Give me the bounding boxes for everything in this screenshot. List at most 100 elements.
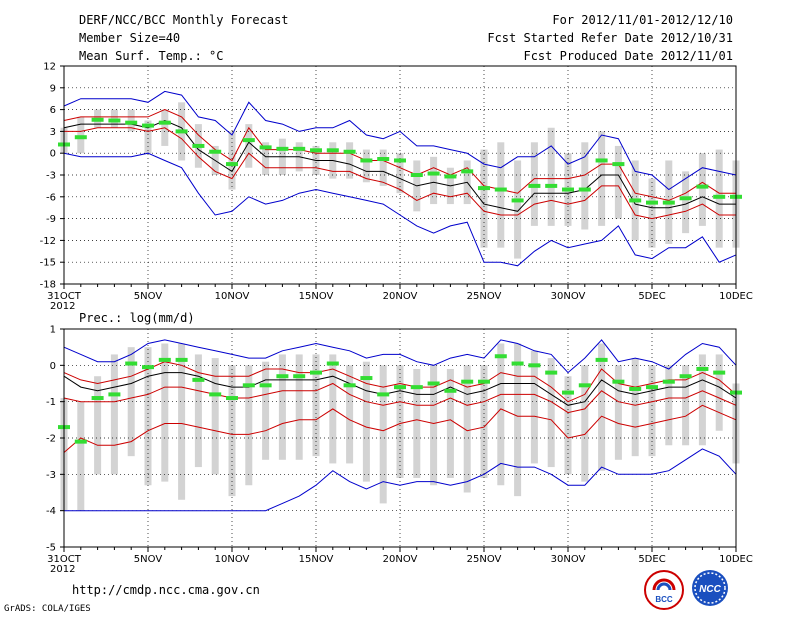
prec-box-1DEC xyxy=(581,365,589,482)
temp-median-22NOV xyxy=(427,171,440,176)
temp-line-mean xyxy=(63,119,736,212)
prec-median-3DEC xyxy=(612,379,625,384)
prec-box-4NOV xyxy=(127,347,135,457)
source-url[interactable]: http://cmdp.ncc.cma.gov.cn xyxy=(72,583,260,597)
prec-median-9DEC xyxy=(713,370,726,375)
temp-median-5DEC xyxy=(646,200,658,205)
temp-ytick-label-0: 0 xyxy=(50,149,56,160)
prec-box-14NOV xyxy=(295,354,303,460)
ncc-logo: NCC xyxy=(692,570,728,606)
prec-xtick-label-31OCT: 31OCT xyxy=(47,554,82,565)
prec-line-max xyxy=(63,339,737,374)
bcc-logo: BCC xyxy=(644,570,684,610)
prec-median-24NOV xyxy=(461,379,474,384)
prec-box-8NOV xyxy=(194,354,202,468)
prec-box-24NOV xyxy=(463,365,471,493)
temp-box-17NOV xyxy=(346,142,354,179)
temp-xtick-label-5NOV: 5NOV xyxy=(134,291,163,302)
prec-box-3NOV xyxy=(110,354,118,475)
temp-median-14NOV xyxy=(293,146,306,151)
prec-box-3DEC xyxy=(614,365,622,460)
temp-median-12NOV xyxy=(259,145,272,150)
temp-box-22NOV xyxy=(430,156,438,205)
grads-credit: GrADS: COLA/IGES xyxy=(4,604,91,614)
prec-ytick-label--3: -3 xyxy=(46,470,56,481)
prec-median-9NOV xyxy=(209,392,222,397)
temp-median-8DEC xyxy=(696,184,709,189)
prec-box-18NOV xyxy=(362,361,370,482)
ncc-logo-text: NCC xyxy=(699,584,721,595)
variable-label: Mean Surf. Temp.: °C xyxy=(79,49,224,63)
prec-ytick-label--2: -2 xyxy=(46,434,56,445)
prec-median-7NOV xyxy=(175,357,188,362)
temp-line-upper xyxy=(63,109,736,201)
temp-median-3DEC xyxy=(612,162,625,167)
temp-box-26NOV xyxy=(497,142,505,248)
prec-line-upper xyxy=(63,361,737,403)
temp-median-27NOV xyxy=(511,198,524,203)
temp-box-12NOV xyxy=(262,142,270,175)
prec-box-9NOV xyxy=(211,358,219,475)
prec-median-18NOV xyxy=(360,376,373,381)
temp-median-25NOV xyxy=(478,186,490,191)
prec-box-21NOV xyxy=(413,368,421,478)
temp-xtick-label-10NOV: 10NOV xyxy=(215,291,250,302)
temp-median-24NOV xyxy=(461,169,474,174)
forecast-period: For 2012/11/01-2012/12/10 xyxy=(552,13,733,27)
prec-box-5DEC xyxy=(648,365,656,457)
prec-box-19NOV xyxy=(379,365,387,504)
prec-xtick-label-5DEC: 5DEC xyxy=(638,554,665,565)
prec-median-1NOV xyxy=(74,439,87,444)
prec-median-4NOV xyxy=(125,361,138,366)
prec-box-10NOV xyxy=(228,365,236,497)
prec-title: Prec.: log(mm/d) xyxy=(79,311,195,325)
temp-box-8DEC xyxy=(698,153,706,226)
prec-xtick-label-30NOV: 30NOV xyxy=(551,554,586,565)
prec-box-28NOV xyxy=(530,350,538,464)
prec-line-lower2 xyxy=(63,404,737,453)
temp-median-2NOV xyxy=(91,117,104,122)
prec-median-8NOV xyxy=(192,377,205,382)
prec-xtick-label-25NOV: 25NOV xyxy=(467,554,502,565)
temp-line-lower xyxy=(64,127,736,220)
fcst-produced-date: Fcst Produced Date 2012/11/01 xyxy=(523,49,733,63)
prec-ytick-label--1: -1 xyxy=(46,397,56,408)
chart-title: DERF/NCC/BCC Monthly Forecast xyxy=(79,13,289,27)
prec-box-13NOV xyxy=(278,354,286,460)
prec-median-2DEC xyxy=(595,357,608,362)
prec-box-9DEC xyxy=(715,354,723,431)
prec-box-4DEC xyxy=(631,358,639,457)
temp-median-19NOV xyxy=(377,157,390,162)
prec-median-14NOV xyxy=(293,374,306,379)
prec-box-27NOV xyxy=(514,343,522,497)
temp-xtick-label-30NOV: 30NOV xyxy=(551,291,586,302)
temp-xtick-label-15NOV: 15NOV xyxy=(299,291,334,302)
temp-box-18NOV xyxy=(362,149,370,183)
temp-box-1NOV xyxy=(77,116,85,154)
prec-median-17NOV xyxy=(343,383,356,388)
temp-ytick-label--9: -9 xyxy=(46,214,56,225)
prec-xtick-sublabel-2012: 2012 xyxy=(50,564,75,575)
prec-ytick-label--4: -4 xyxy=(46,506,56,517)
temp-median-7NOV xyxy=(175,129,188,134)
fcst-started-date: Fcst Started Refer Date 2012/10/31 xyxy=(487,31,733,45)
temp-box-27NOV xyxy=(514,160,522,259)
prec-box-11NOV xyxy=(245,365,253,486)
temp-ytick-label--12: -12 xyxy=(40,236,56,247)
prec-ytick-label-0: 0 xyxy=(50,361,56,372)
temp-box-3DEC xyxy=(614,145,622,219)
temp-median-7DEC xyxy=(679,196,692,201)
prec-median-12NOV xyxy=(259,383,272,388)
temp-median-11NOV xyxy=(242,138,255,143)
temp-median-17NOV xyxy=(343,149,356,154)
temp-median-18NOV xyxy=(360,158,373,163)
prec-ytick-label-1: 1 xyxy=(50,325,56,336)
temp-median-3NOV xyxy=(108,118,121,123)
temp-median-29NOV xyxy=(545,183,558,188)
temp-ytick-label--3: -3 xyxy=(46,171,56,182)
prec-median-21NOV xyxy=(410,385,423,390)
temp-median-1NOV xyxy=(74,135,87,140)
prec-median-4DEC xyxy=(629,386,642,391)
prec-median-3NOV xyxy=(108,392,121,397)
